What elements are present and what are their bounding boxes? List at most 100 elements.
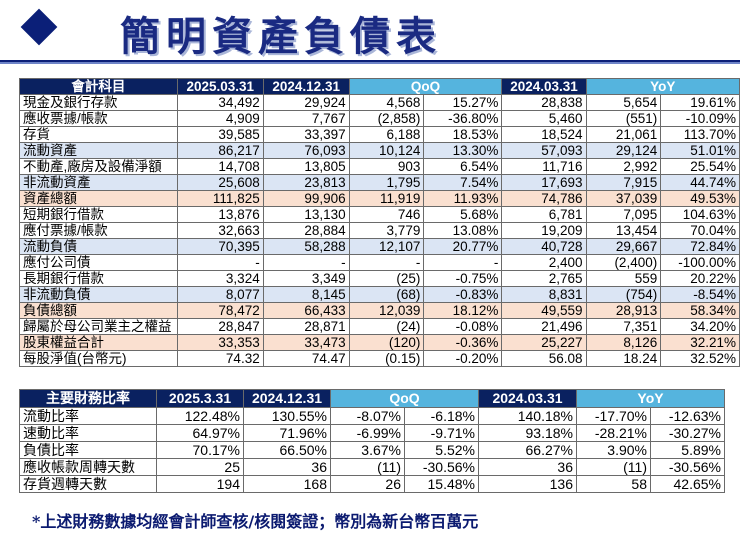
balance-sheet-value-cell: 10,124 bbox=[348, 142, 425, 159]
balance-sheet-label-cell: 應付票據/帳款 bbox=[19, 222, 178, 239]
ratio-value-cell: 194 bbox=[156, 475, 244, 493]
ratio-label-cell: 速動比率 bbox=[19, 424, 157, 442]
balance-sheet-value-cell: - bbox=[423, 254, 503, 271]
balance-sheet-label-cell: 資產總額 bbox=[19, 190, 178, 207]
header-2025q1: 2025.03.31 bbox=[176, 78, 264, 95]
ratio-header-2024q4: 2024.12.31 bbox=[243, 389, 331, 408]
ratio-value-cell: 136 bbox=[478, 475, 577, 493]
balance-sheet-value-cell: 28,847 bbox=[176, 318, 264, 335]
balance-sheet-row: 短期銀行借款 13,876 13,130 746 5.68% 6,781 7,095 104.… bbox=[19, 206, 740, 223]
balance-sheet-value-cell: 8,831 bbox=[501, 286, 587, 303]
balance-sheet-row: 負債總額 78,472 66,433 12,039 18.12% 49,559 28,913… bbox=[19, 302, 740, 319]
balance-sheet-value-cell: 11,716 bbox=[501, 158, 587, 175]
balance-sheet-row: 應收票據/帳款 4,909 7,767 (2,858) -36.80% 5,460 (551… bbox=[19, 110, 740, 127]
header-account: 會計科目 bbox=[19, 78, 178, 95]
financial-ratios-table: 主要財務比率 2025.3.31 2024.12.31 QoQ 2024.03.… bbox=[19, 389, 725, 493]
balance-sheet-value-cell: (25) bbox=[348, 270, 425, 287]
balance-sheet-value-cell: 78,472 bbox=[176, 302, 264, 319]
balance-sheet-value-cell: (754) bbox=[585, 286, 662, 303]
balance-sheet-value-cell: 51.01% bbox=[660, 142, 740, 159]
balance-sheet-value-cell: 99,906 bbox=[262, 190, 350, 207]
ratio-value-cell: -6.99% bbox=[330, 424, 405, 442]
balance-sheet-value-cell: 1,795 bbox=[348, 174, 425, 191]
balance-sheet-value-cell: 19,209 bbox=[501, 222, 587, 239]
balance-sheet-label-cell: 流動負債 bbox=[19, 238, 178, 255]
balance-sheet-value-cell: 559 bbox=[585, 270, 662, 287]
ratio-value-cell: 36 bbox=[243, 458, 331, 476]
balance-sheet-value-cell: 746 bbox=[348, 206, 425, 223]
balance-sheet-value-cell: 39,585 bbox=[176, 126, 264, 143]
balance-sheet-value-cell: 111,825 bbox=[176, 190, 264, 207]
balance-sheet-value-cell: 34.20% bbox=[660, 318, 740, 335]
balance-sheet-row: 流動負債 70,395 58,288 12,107 20.77% 40,728 29,667… bbox=[19, 238, 740, 255]
balance-sheet-value-cell: 11,919 bbox=[348, 190, 425, 207]
ratio-header-yoy: YoY bbox=[576, 389, 725, 408]
balance-sheet-value-cell: 7,095 bbox=[585, 206, 662, 223]
balance-sheet-value-cell: -0.75% bbox=[423, 270, 503, 287]
balance-sheet-value-cell: 13.30% bbox=[423, 142, 503, 159]
balance-sheet-value-cell: 8,145 bbox=[262, 286, 350, 303]
balance-sheet-value-cell: 32,663 bbox=[176, 222, 264, 239]
ratio-value-cell: 66.27% bbox=[478, 441, 577, 459]
ratio-header-2025q1: 2025.3.31 bbox=[156, 389, 244, 408]
ratio-value-cell: 26 bbox=[330, 475, 405, 493]
ratio-value-cell: -30.56% bbox=[650, 458, 725, 476]
balance-sheet-label-cell: 長期銀行借款 bbox=[19, 270, 178, 287]
balance-sheet-value-cell: -0.36% bbox=[423, 334, 503, 351]
balance-sheet-label-cell: 短期銀行借款 bbox=[19, 206, 178, 223]
balance-sheet-row: 非流動負債 8,077 8,145 (68) -0.83% 8,831 (754) -8.54… bbox=[19, 286, 740, 303]
ratio-row: 應收帳款周轉天數 25 36 (11) -30.56% 36 (11) -30.56% bbox=[19, 458, 725, 476]
balance-sheet-value-cell: 5,460 bbox=[501, 110, 587, 127]
balance-sheet-row: 歸屬於母公司業主之權益 28,847 28,871 (24) -0.08% 21,496 7… bbox=[19, 318, 740, 335]
balance-sheet-value-cell: 5,654 bbox=[585, 94, 662, 111]
ratio-value-cell: 66.50% bbox=[243, 441, 331, 459]
balance-sheet-value-cell: 29,924 bbox=[262, 94, 350, 111]
balance-sheet-value-cell: 6,781 bbox=[501, 206, 587, 223]
ratio-value-cell: -12.63% bbox=[650, 407, 725, 425]
balance-sheet-value-cell: 76,093 bbox=[262, 142, 350, 159]
balance-sheet-value-cell: 19.61% bbox=[660, 94, 740, 111]
ratio-value-cell: 70.17% bbox=[156, 441, 244, 459]
balance-sheet-value-cell: 13,805 bbox=[262, 158, 350, 175]
balance-sheet-value-cell: 7,915 bbox=[585, 174, 662, 191]
balance-sheet-value-cell: 14,708 bbox=[176, 158, 264, 175]
ratio-header-qoq: QoQ bbox=[330, 389, 479, 408]
balance-sheet-value-cell: 32.52% bbox=[660, 350, 740, 367]
balance-sheet-value-cell: 18.24 bbox=[585, 350, 662, 367]
ratio-value-cell: 36 bbox=[478, 458, 577, 476]
ratio-value-cell: 71.96% bbox=[243, 424, 331, 442]
ratio-value-cell: 140.18% bbox=[478, 407, 577, 425]
balance-sheet-value-cell: 32.21% bbox=[660, 334, 740, 351]
balance-sheet-value-cell: 6,188 bbox=[348, 126, 425, 143]
balance-sheet-label-cell: 歸屬於母公司業主之權益 bbox=[19, 318, 178, 335]
balance-sheet-row: 應付公司債 - - - -2,400 (2,400) -100.00% bbox=[19, 254, 740, 271]
balance-sheet-value-cell: 20.22% bbox=[660, 270, 740, 287]
ratio-label-cell: 存貨週轉天數 bbox=[19, 475, 157, 493]
balance-sheet-value-cell: 25,608 bbox=[176, 174, 264, 191]
balance-sheet-value-cell: (24) bbox=[348, 318, 425, 335]
balance-sheet-value-cell: 8,077 bbox=[176, 286, 264, 303]
ratio-header-2024q1: 2024.03.31 bbox=[478, 389, 577, 408]
ratio-value-cell: -30.56% bbox=[404, 458, 479, 476]
balance-sheet-value-cell: 86,217 bbox=[176, 142, 264, 159]
balance-sheet-value-cell: 34,492 bbox=[176, 94, 264, 111]
ratios-header-row: 主要財務比率 2025.3.31 2024.12.31 QoQ 2024.03.… bbox=[19, 389, 725, 408]
ratio-label-cell: 流動比率 bbox=[19, 407, 157, 425]
ratio-value-cell: 168 bbox=[243, 475, 331, 493]
balance-sheet-value-cell: -10.09% bbox=[660, 110, 740, 127]
balance-sheet-table: 會計科目 2025.03.31 2024.12.31 QoQ 2024.03.3… bbox=[19, 78, 740, 367]
balance-sheet-value-cell: 28,838 bbox=[501, 94, 587, 111]
balance-sheet-row: 不動產,廠房及設備淨額 14,708 13,805 903 6.54% 11,716 2,9… bbox=[19, 158, 740, 175]
ratio-value-cell: 5.89% bbox=[650, 441, 725, 459]
balance-sheet-value-cell: 25.54% bbox=[660, 158, 740, 175]
ratio-value-cell: 3.90% bbox=[576, 441, 651, 459]
ratio-value-cell: (11) bbox=[330, 458, 405, 476]
ratio-value-cell: -17.70% bbox=[576, 407, 651, 425]
title-bar: 簡明資產負債表 bbox=[0, 0, 740, 70]
balance-sheet-value-cell: -0.20% bbox=[423, 350, 503, 367]
balance-sheet-value-cell: (2,400) bbox=[585, 254, 662, 271]
balance-sheet-label-cell: 股東權益合計 bbox=[19, 334, 178, 351]
balance-sheet-value-cell: 37,039 bbox=[585, 190, 662, 207]
balance-sheet-value-cell: 3,779 bbox=[348, 222, 425, 239]
header-2024q1: 2024.03.31 bbox=[501, 78, 587, 95]
